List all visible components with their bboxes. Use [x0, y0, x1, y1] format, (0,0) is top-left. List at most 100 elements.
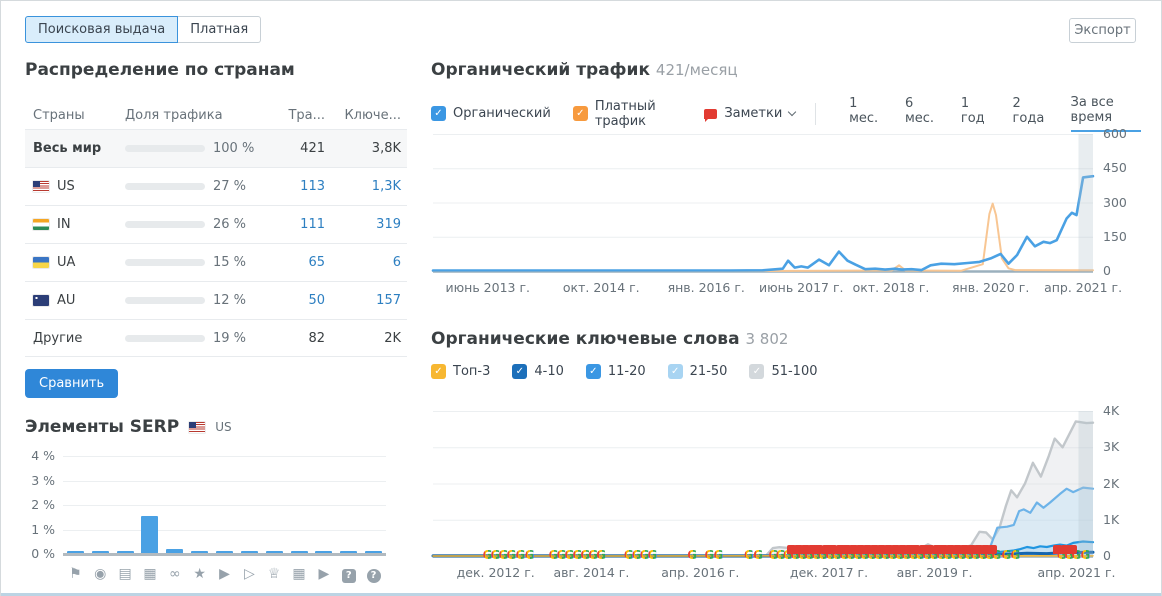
google-update-marker[interactable]: G	[863, 545, 878, 562]
google-update-marker[interactable]: G	[548, 548, 559, 562]
google-update-marker[interactable]: G	[1053, 545, 1068, 562]
google-update-marker[interactable]: G	[890, 545, 906, 562]
serp-featured-snippet-icon[interactable]: ⚑	[69, 566, 82, 582]
keywords-value[interactable]: 1,3K	[371, 179, 401, 194]
google-update-marker[interactable]: G	[774, 549, 787, 562]
google-update-marker[interactable]: G	[631, 548, 642, 562]
google-update-marker[interactable]: G	[515, 548, 526, 562]
google-update-marker[interactable]: G	[767, 549, 780, 562]
google-update-marker[interactable]: G	[580, 548, 591, 562]
google-update-marker[interactable]: G	[1001, 548, 1012, 562]
column-header[interactable]: Тра...	[288, 107, 325, 123]
google-update-marker[interactable]: G	[883, 545, 899, 562]
google-update-marker[interactable]: G	[918, 545, 934, 562]
serp-faq-icon[interactable]: ?	[336, 566, 361, 583]
google-update-marker[interactable]: G	[506, 548, 517, 562]
traffic-value[interactable]: 50	[308, 293, 325, 308]
compare-button[interactable]: Сравнить	[25, 369, 119, 398]
serp-top-stories-icon[interactable]: ▤	[118, 566, 132, 582]
legend-checkbox-item[interactable]: ✓ 11-20	[585, 364, 646, 379]
google-update-marker[interactable]: G	[556, 548, 567, 562]
google-update-marker[interactable]: G	[897, 545, 913, 562]
google-update-marker[interactable]: G	[953, 545, 968, 562]
google-update-marker[interactable]: G	[960, 545, 975, 562]
google-update-marker[interactable]: G	[904, 545, 920, 562]
serp-bar[interactable]	[91, 550, 109, 553]
range-option[interactable]: 1 год	[960, 96, 985, 126]
tab-paid[interactable]: Платная	[178, 16, 262, 43]
range-option[interactable]: За все время	[1070, 95, 1141, 132]
serp-bar[interactable]	[66, 550, 84, 553]
serp-bar[interactable]	[340, 550, 358, 553]
google-update-marker[interactable]: G	[925, 545, 940, 562]
serp-video-icon[interactable]: ▶	[219, 566, 230, 582]
keywords-value[interactable]: 6	[392, 255, 401, 270]
google-update-marker[interactable]: G	[1067, 545, 1083, 562]
column-header[interactable]: Ключе...	[344, 107, 401, 123]
serp-bar[interactable]	[365, 550, 383, 553]
google-update-marker[interactable]: G	[704, 548, 715, 562]
google-update-marker[interactable]: G	[800, 545, 816, 562]
table-row[interactable]: Другие 19 % 82 2K	[25, 319, 407, 357]
google-update-marker[interactable]: G	[869, 545, 885, 562]
serp-bar[interactable]	[290, 550, 308, 553]
serp-reviews-icon[interactable]: ★	[193, 566, 206, 582]
table-row[interactable]: US 27 % 113 1,3K	[25, 167, 407, 205]
google-update-marker[interactable]: G	[980, 545, 996, 562]
google-update-marker[interactable]: G	[793, 545, 809, 562]
google-update-marker[interactable]: G	[821, 545, 837, 562]
table-row[interactable]: IN 26 % 111 319	[25, 205, 407, 243]
google-update-marker[interactable]: G	[939, 545, 954, 562]
table-row[interactable]: UA 15 % 65 6	[25, 243, 407, 281]
legend-checkbox-item[interactable]: ✓ Платный трафик	[572, 99, 683, 129]
serp-images-icon[interactable]: ▦	[143, 566, 157, 582]
keywords-value[interactable]: 157	[376, 293, 401, 308]
google-update-marker[interactable]: G	[849, 545, 864, 562]
google-update-marker[interactable]: G	[498, 548, 509, 562]
serp-local-pack-icon[interactable]: ◉	[94, 566, 107, 582]
google-update-marker[interactable]: G	[974, 545, 989, 562]
google-update-marker[interactable]: G	[782, 548, 793, 562]
serp-bar[interactable]	[141, 516, 159, 553]
google-update-marker[interactable]: G	[987, 545, 1003, 562]
google-update-marker[interactable]: G	[623, 548, 634, 562]
google-update-marker[interactable]: G	[572, 548, 583, 562]
google-update-marker[interactable]: G	[911, 545, 926, 562]
google-update-marker[interactable]: G	[932, 545, 948, 562]
google-update-marker[interactable]: G	[786, 545, 802, 562]
serp-bar[interactable]	[240, 550, 258, 553]
legend-checkbox-item[interactable]: ✓ 4-10	[512, 364, 564, 379]
google-update-marker[interactable]: G	[753, 548, 764, 562]
google-update-marker[interactable]: G	[835, 545, 851, 562]
google-update-marker[interactable]: G	[966, 545, 982, 562]
google-update-marker[interactable]: G	[744, 548, 754, 562]
legend-checkbox-item[interactable]: ✓ 21-50	[667, 364, 727, 379]
export-button[interactable]: Экспорт	[1069, 18, 1136, 43]
legend-checkbox-item[interactable]: ✓ Органический	[431, 106, 551, 121]
serp-people-also-ask-icon[interactable]: ?	[361, 566, 386, 583]
serp-sitelinks-icon[interactable]: ∞	[168, 566, 181, 582]
serp-knowledge-panel-icon[interactable]: ♕	[267, 566, 281, 582]
serp-bar[interactable]	[216, 550, 233, 553]
serp-bar[interactable]	[265, 550, 283, 553]
range-option[interactable]: 2 года	[1012, 96, 1045, 126]
google-update-marker[interactable]: G	[564, 548, 575, 562]
traffic-value[interactable]: 65	[308, 255, 325, 270]
google-update-marker[interactable]: G	[588, 548, 599, 562]
serp-bar[interactable]	[191, 550, 209, 553]
legend-checkbox-item[interactable]: ✓ 51-100	[749, 364, 817, 379]
legend-checkbox-item[interactable]: ✓ Топ-3	[431, 364, 490, 379]
serp-image-pack-icon[interactable]: ▦	[292, 566, 306, 582]
google-update-marker[interactable]: G	[687, 548, 698, 562]
google-update-marker[interactable]: G	[647, 548, 658, 562]
tab-search-results[interactable]: Поисковая выдача	[25, 16, 179, 43]
google-update-marker[interactable]: G	[842, 545, 857, 562]
traffic-value[interactable]: 111	[300, 217, 325, 232]
google-update-marker[interactable]: G	[1010, 548, 1021, 562]
google-update-marker[interactable]: G	[877, 545, 892, 562]
table-row[interactable]: Весь мир 100 % 421 3,8K	[25, 129, 407, 167]
range-option[interactable]: 6 мес.	[904, 96, 935, 126]
google-update-marker[interactable]: G	[490, 548, 501, 562]
notes-toggle[interactable]: Заметки	[704, 106, 797, 122]
google-update-marker[interactable]: G	[1080, 548, 1091, 562]
